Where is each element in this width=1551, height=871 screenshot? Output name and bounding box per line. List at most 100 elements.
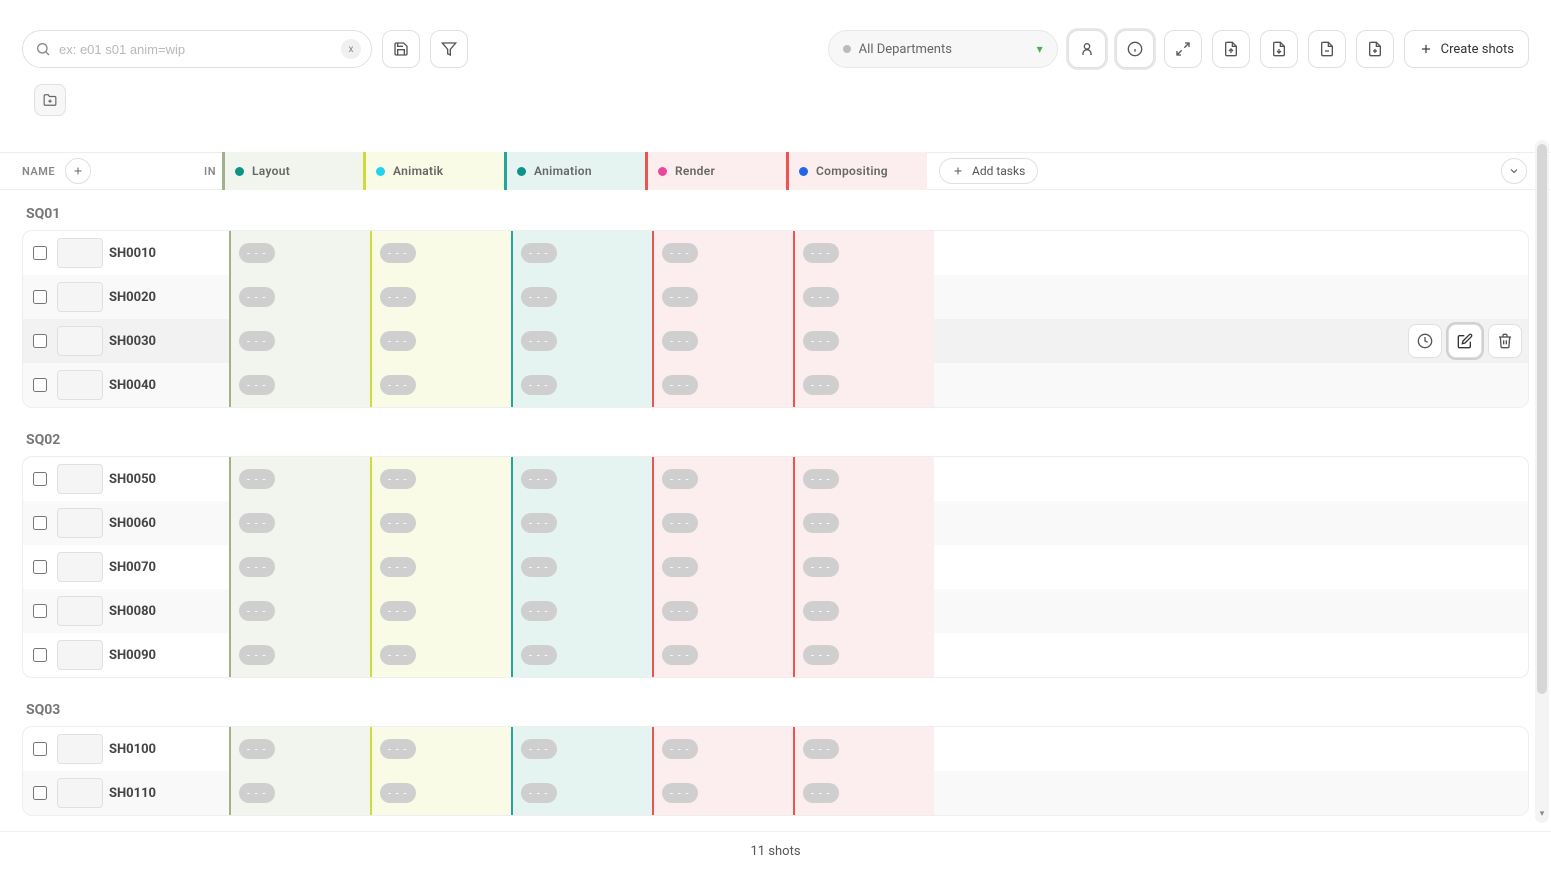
shot-row[interactable]: SH0040- - -- - -- - -- - -- - - [23, 363, 1528, 407]
shot-row[interactable]: SH0060- - -- - -- - -- - -- - - [23, 501, 1528, 545]
task-cell[interactable]: - - - [511, 319, 652, 363]
status-pill[interactable]: - - - [521, 783, 557, 803]
shot-thumbnail[interactable] [57, 734, 103, 764]
shot-name[interactable]: SH0030 [109, 334, 177, 349]
task-column-header[interactable]: Animatik [363, 152, 504, 190]
status-pill[interactable]: - - - [380, 739, 416, 759]
shot-row[interactable]: SH0090 - - - - - - - - - - - - - - - [23, 633, 1528, 677]
status-pill[interactable]: - - - [803, 375, 839, 395]
status-pill[interactable]: - - - [521, 645, 557, 665]
status-pill[interactable]: - - - [239, 375, 275, 395]
sequence-title[interactable]: SQ01 [0, 190, 1551, 230]
status-pill[interactable]: - - - [239, 783, 275, 803]
shot-thumbnail[interactable] [57, 596, 103, 626]
file-export-button[interactable] [1212, 30, 1250, 68]
info-button[interactable] [1116, 30, 1154, 68]
folder-plus-button[interactable] [34, 84, 66, 116]
task-cell[interactable]: - - - [511, 457, 652, 501]
task-cell[interactable]: - - - [229, 589, 370, 633]
shot-row[interactable]: SH0050- - -- - -- - -- - -- - - [23, 457, 1528, 501]
filter-button[interactable] [430, 30, 468, 68]
task-cell[interactable]: - - - [511, 363, 652, 407]
clear-search-button[interactable]: x [341, 39, 361, 59]
task-cell[interactable]: - - - [652, 457, 793, 501]
task-cell[interactable]: - - - [229, 275, 370, 319]
shot-row[interactable]: SH0110 - - - - - - - - - - - - - - - [23, 771, 1528, 815]
row-checkbox[interactable] [33, 378, 47, 392]
row-checkbox[interactable] [33, 786, 47, 800]
shot-name[interactable]: SH0100 [109, 742, 177, 757]
task-cell[interactable]: - - - [370, 363, 511, 407]
vertical-scrollbar[interactable]: ▾ [1535, 140, 1549, 823]
file-import-button[interactable] [1260, 30, 1298, 68]
sequence-title[interactable]: SQ03 [0, 686, 1551, 726]
task-cell[interactable]: - - - [229, 501, 370, 545]
status-pill[interactable]: - - - [521, 287, 557, 307]
status-pill[interactable]: - - - [662, 601, 698, 621]
row-checkbox[interactable] [33, 742, 47, 756]
add-tasks-button[interactable]: Add tasks [939, 158, 1038, 184]
status-pill[interactable]: - - - [521, 469, 557, 489]
task-cell[interactable]: - - - [511, 501, 652, 545]
status-pill[interactable]: - - - [380, 287, 416, 307]
status-pill[interactable]: - - - [521, 739, 557, 759]
task-cell[interactable]: - - - [793, 319, 934, 363]
shot-row[interactable]: SH0020- - -- - -- - -- - -- - - [23, 275, 1528, 319]
task-cell[interactable]: - - - [652, 771, 793, 815]
status-pill[interactable]: - - - [803, 469, 839, 489]
shot-thumbnail[interactable] [57, 778, 103, 808]
status-pill[interactable]: - - - [662, 331, 698, 351]
task-cell[interactable]: - - - [370, 727, 511, 771]
task-cell[interactable]: - - - [229, 363, 370, 407]
row-checkbox[interactable] [33, 290, 47, 304]
file-add-button[interactable] [1356, 30, 1394, 68]
status-pill[interactable]: - - - [803, 601, 839, 621]
add-column-button[interactable] [65, 158, 91, 184]
task-cell[interactable]: - - - [652, 633, 793, 677]
status-pill[interactable]: - - - [803, 513, 839, 533]
task-cell[interactable]: - - - [229, 633, 370, 677]
status-pill[interactable]: - - - [803, 331, 839, 351]
task-cell[interactable]: - - - [229, 231, 370, 275]
task-cell[interactable]: - - - [652, 363, 793, 407]
task-cell[interactable]: - - - [370, 771, 511, 815]
status-pill[interactable]: - - - [662, 287, 698, 307]
task-cell[interactable]: - - - [511, 231, 652, 275]
row-checkbox[interactable] [33, 560, 47, 574]
shot-row[interactable]: SH0100- - -- - -- - -- - -- - - [23, 727, 1528, 771]
shot-name[interactable]: SH0010 [109, 246, 177, 261]
status-pill[interactable]: - - - [380, 645, 416, 665]
task-cell[interactable]: - - - [229, 545, 370, 589]
status-pill[interactable]: - - - [521, 513, 557, 533]
task-cell[interactable]: - - - [370, 545, 511, 589]
status-pill[interactable]: - - - [803, 645, 839, 665]
status-pill[interactable]: - - - [803, 783, 839, 803]
status-pill[interactable]: - - - [521, 557, 557, 577]
status-pill[interactable]: - - - [239, 739, 275, 759]
task-cell[interactable]: - - - [652, 545, 793, 589]
status-pill[interactable]: - - - [380, 513, 416, 533]
shot-thumbnail[interactable] [57, 370, 103, 400]
shot-row[interactable]: SH0070- - -- - -- - -- - -- - - [23, 545, 1528, 589]
task-cell[interactable]: - - - [370, 633, 511, 677]
status-pill[interactable]: - - - [380, 557, 416, 577]
shot-thumbnail[interactable] [57, 508, 103, 538]
row-checkbox[interactable] [33, 472, 47, 486]
status-pill[interactable]: - - - [380, 375, 416, 395]
file-copy-button[interactable] [1308, 30, 1346, 68]
sequence-title[interactable]: SQ02 [0, 416, 1551, 456]
expand-columns-button[interactable] [1501, 158, 1527, 184]
row-checkbox[interactable] [33, 516, 47, 530]
shot-row[interactable]: SH0030- - -- - -- - -- - -- - - [23, 319, 1528, 363]
shot-name[interactable]: SH0090 [109, 648, 177, 663]
shot-name[interactable]: SH0110 [109, 786, 177, 801]
status-pill[interactable]: - - - [380, 469, 416, 489]
expand-button[interactable] [1164, 30, 1202, 68]
scrollbar-down-arrow[interactable]: ▾ [1535, 809, 1549, 823]
task-cell[interactable]: - - - [793, 231, 934, 275]
task-cell[interactable]: - - - [793, 275, 934, 319]
status-pill[interactable]: - - - [662, 783, 698, 803]
task-cell[interactable]: - - - [793, 545, 934, 589]
status-pill[interactable]: - - - [239, 287, 275, 307]
status-pill[interactable]: - - - [521, 331, 557, 351]
